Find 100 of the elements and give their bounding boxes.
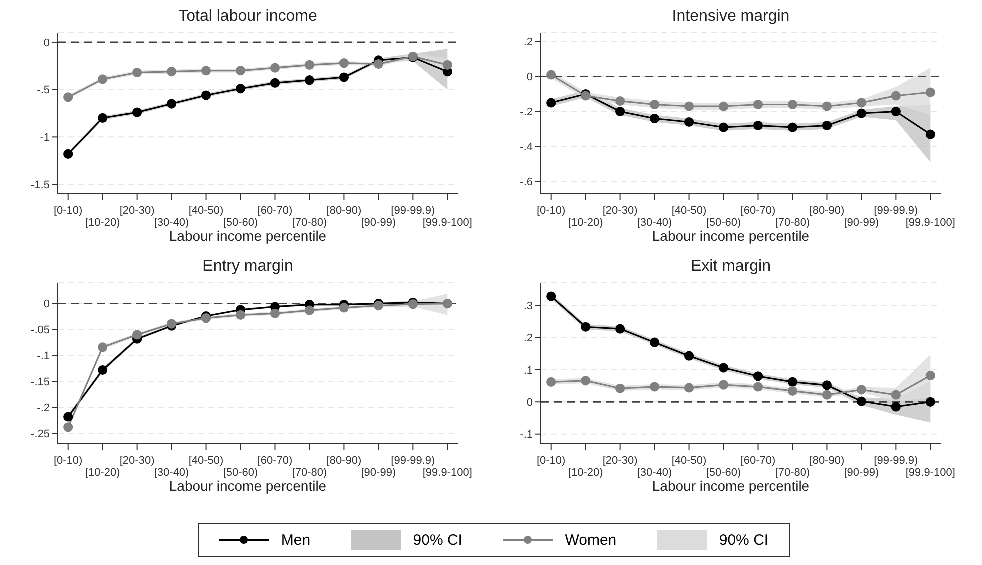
x-tick-label: [30-40) (637, 467, 672, 479)
x-tick-label: [50-60) (706, 217, 742, 229)
point (270, 308, 280, 318)
x-tick-label: [40-50) (672, 455, 707, 467)
point (822, 102, 832, 112)
point (616, 324, 626, 334)
point (856, 98, 866, 108)
point (822, 120, 832, 131)
x-axis-title: Labour income percentile (168, 228, 328, 246)
x-tick-label: [0-10) (54, 455, 83, 467)
point (98, 74, 108, 84)
y-tick-label: 0 (526, 72, 533, 84)
point (650, 100, 660, 110)
x-tick-label: [80-90) (810, 205, 845, 217)
point (891, 390, 901, 400)
point (236, 310, 246, 320)
x-tick-label: [10-20) (568, 217, 604, 229)
x-tick-label: [10-20) (85, 467, 120, 479)
y-tick-label: 0 (44, 37, 50, 50)
point (304, 306, 315, 316)
point (339, 72, 350, 82)
y-tick-label: -1.5 (31, 179, 50, 192)
point (201, 90, 212, 100)
point (788, 100, 798, 110)
point (546, 98, 556, 108)
x-tick-label: [40-50) (672, 205, 707, 217)
x-tick-label: [99-99.9) (391, 205, 436, 217)
point (339, 303, 350, 313)
point (64, 422, 74, 432)
y-tick-label: -.5 (37, 84, 50, 97)
x-tick-label: [70-80) (775, 467, 810, 479)
point (822, 390, 832, 400)
point (64, 412, 74, 422)
point (98, 365, 108, 376)
point (684, 383, 694, 393)
x-tick-label: [0-10) (536, 455, 566, 467)
legend-label: Men (281, 532, 311, 548)
x-tick-label: [70-80) (292, 467, 328, 479)
point (546, 292, 556, 302)
y-tick-label: -.6 (520, 176, 533, 189)
point (166, 99, 177, 109)
x-tick-label: [99.9-100] (906, 217, 956, 229)
point (236, 66, 246, 76)
y-tick-label: -1 (40, 132, 50, 144)
point (753, 120, 764, 131)
point (339, 58, 350, 68)
x-tick-label: [99.9-100] (422, 467, 472, 479)
x-tick-label: [99-99.9) (874, 205, 918, 217)
point (304, 76, 315, 86)
point (132, 68, 142, 78)
x-tick-label: [60-70) (258, 205, 293, 217)
x-tick-label: [70-80) (292, 217, 328, 229)
x-tick-label: [70-80) (775, 217, 810, 229)
x-tick-label: [80-90) (326, 205, 362, 217)
y-tick-label: -.25 (31, 428, 50, 441)
point (166, 67, 177, 77)
point (891, 106, 901, 117)
point (822, 380, 832, 390)
point (718, 380, 729, 390)
point (581, 322, 591, 332)
x-tick-label: [20-30) (120, 205, 155, 217)
y-tick-label: .3 (524, 300, 533, 312)
x-tick-label: [20-30) (120, 455, 155, 467)
point (718, 363, 729, 373)
x-tick-label: [0-10) (54, 205, 83, 217)
y-tick-label: 0 (44, 298, 50, 311)
x-tick-label: [90-99) (361, 217, 396, 229)
y-tick-label: .2 (524, 36, 533, 49)
x-tick-label: [90-99) (361, 467, 396, 479)
point (270, 78, 280, 88)
point (684, 351, 694, 361)
point (201, 66, 212, 76)
point (684, 102, 694, 112)
point (374, 301, 384, 311)
chart-title: Entry margin (202, 258, 294, 277)
x-tick-label: [99.9-100] (422, 217, 472, 229)
y-tick-label: -.1 (520, 429, 533, 442)
point (98, 342, 108, 352)
y-tick-label: -.15 (31, 376, 50, 389)
chart-title: Intensive margin (671, 8, 791, 27)
x-tick-label: [90-99) (844, 217, 880, 229)
point (270, 63, 280, 73)
point (856, 385, 866, 395)
y-tick-label: -.4 (520, 142, 533, 154)
point (753, 100, 764, 110)
point (616, 96, 626, 106)
text: 90% CI (413, 532, 462, 548)
x-tick-label: [20-30) (602, 455, 638, 467)
point (616, 106, 626, 117)
point (891, 91, 901, 101)
point (926, 370, 936, 381)
x-tick-label: [40-50) (188, 205, 224, 217)
x-tick-label: [60-70) (740, 455, 776, 467)
x-tick-label: [30-40) (154, 467, 190, 479)
x-tick-label: [80-90) (810, 455, 845, 467)
x-tick-label: [40-50) (188, 455, 224, 467)
x-tick-label: [99-99.9) (391, 455, 436, 467)
point (546, 377, 556, 387)
point (650, 382, 660, 392)
point (132, 108, 142, 118)
